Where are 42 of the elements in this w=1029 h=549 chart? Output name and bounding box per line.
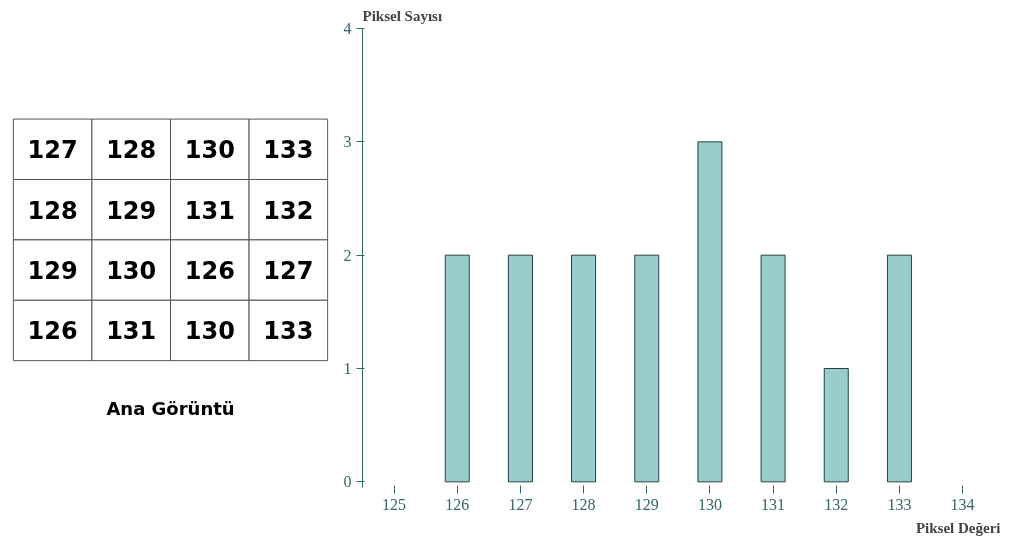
x-tick-label: 127: [508, 495, 533, 513]
data-label: 128: [106, 136, 157, 165]
data-label: 127: [27, 136, 78, 165]
data-label: 131: [106, 317, 157, 346]
x-tick-label: 129: [634, 495, 659, 513]
x-tick-label: 130: [697, 495, 722, 513]
bar: [507, 254, 533, 483]
y-tick-label: 1: [343, 360, 352, 377]
data-label: 130: [106, 257, 157, 286]
y-tick-label: 0: [343, 473, 352, 491]
data-label: 133: [263, 317, 314, 346]
bar: [886, 254, 912, 483]
y-tick-label: 2: [343, 246, 352, 264]
data-label: 133: [263, 136, 314, 165]
bar: [697, 141, 723, 483]
x-tick-label: 133: [887, 495, 912, 513]
x-tick-label: 126: [445, 495, 470, 513]
x-tick-label: 128: [571, 495, 596, 513]
data-label: 132: [263, 196, 314, 225]
x-axis-title: Ana Görüntü: [106, 398, 235, 420]
data-label: 126: [184, 257, 235, 286]
data-label: 131: [184, 196, 235, 225]
bar: [571, 254, 597, 483]
bar: [760, 254, 786, 483]
y-tick-label: 4: [343, 20, 352, 37]
data-label: 130: [184, 317, 235, 346]
data-label: 128: [27, 196, 78, 225]
data-label: 127: [263, 257, 314, 286]
bar: [444, 254, 470, 483]
data-label: 129: [106, 196, 157, 225]
data-label: 129: [27, 257, 78, 286]
x-axis-title: Piksel Değeri: [915, 519, 1001, 536]
data-label: 126: [27, 317, 78, 346]
x-tick-label: 125: [382, 495, 407, 513]
y-axis-title: Piksel Sayısı: [362, 7, 443, 24]
x-tick-label: 134: [950, 495, 975, 513]
bar: [823, 368, 849, 483]
data-label: 130: [184, 136, 235, 165]
bar: [634, 254, 660, 483]
y-tick-label: 3: [343, 133, 352, 151]
x-tick-label: 131: [761, 495, 786, 513]
x-tick-label: 132: [824, 495, 849, 513]
